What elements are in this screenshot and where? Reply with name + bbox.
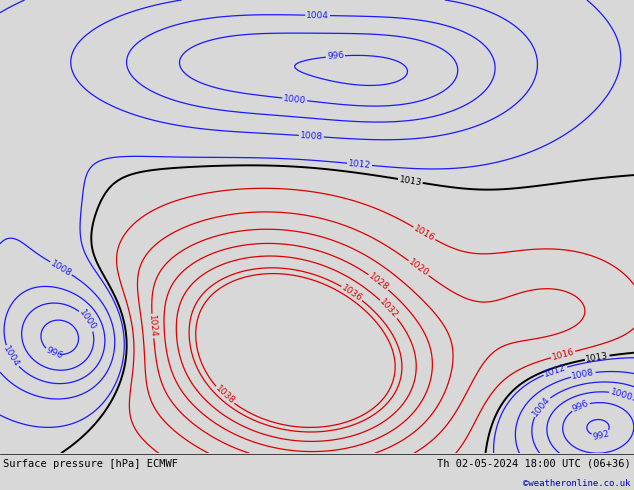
- Text: ©weatheronline.co.uk: ©weatheronline.co.uk: [523, 479, 631, 488]
- Text: 1020: 1020: [406, 258, 430, 278]
- Text: 996: 996: [44, 346, 64, 361]
- Text: 1012: 1012: [348, 159, 372, 170]
- Text: 1008: 1008: [571, 368, 595, 381]
- Text: 1000: 1000: [283, 94, 307, 105]
- Text: 1013: 1013: [585, 351, 609, 364]
- Text: Surface pressure [hPa] ECMWF: Surface pressure [hPa] ECMWF: [3, 459, 178, 468]
- Text: 1024: 1024: [147, 315, 158, 338]
- Text: 1032: 1032: [378, 297, 400, 320]
- Text: 1004: 1004: [531, 395, 552, 418]
- Text: 1000: 1000: [609, 387, 633, 402]
- Text: Th 02-05-2024 18:00 UTC (06+36): Th 02-05-2024 18:00 UTC (06+36): [437, 459, 631, 468]
- Text: 1036: 1036: [340, 283, 364, 303]
- Text: 1013: 1013: [398, 174, 422, 187]
- Text: 1008: 1008: [49, 259, 73, 278]
- Text: 1038: 1038: [213, 384, 236, 406]
- Text: 1000: 1000: [77, 308, 98, 332]
- Text: 1012: 1012: [543, 363, 567, 379]
- Text: 996: 996: [571, 399, 590, 414]
- Text: 996: 996: [327, 51, 344, 61]
- Text: 992: 992: [592, 429, 611, 441]
- Text: 1016: 1016: [412, 224, 437, 243]
- Text: 1028: 1028: [367, 271, 391, 293]
- Text: 1004: 1004: [306, 11, 329, 20]
- Text: 1004: 1004: [2, 344, 21, 368]
- Text: 1016: 1016: [551, 347, 575, 362]
- Text: 1008: 1008: [299, 131, 323, 142]
